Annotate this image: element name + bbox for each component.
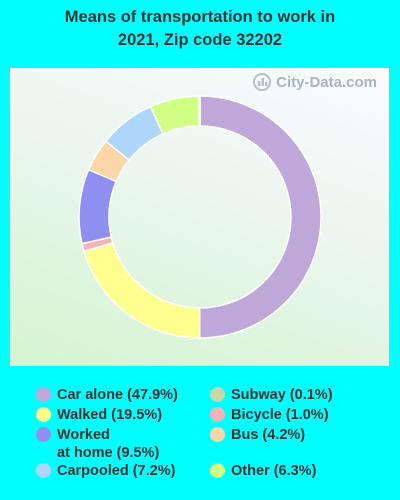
legend-item-carpooled: Carpooled (7.2%): [36, 462, 175, 480]
legend-swatch: [36, 407, 51, 422]
legend-item-walked: Walked (19.5%): [36, 406, 162, 424]
slice-worked-at-home: [78, 168, 118, 245]
legend-item-bicycle: Bicycle (1.0%): [210, 406, 329, 424]
chart-title: Means of transportation to work in 2021,…: [0, 6, 400, 52]
legend-item-car-alone: Car alone (47.9%): [36, 386, 178, 404]
legend-item-bus: Bus (4.2%): [210, 426, 305, 444]
title-line-2: 2021, Zip code 32202: [117, 31, 283, 49]
legend-label: Car alone (47.9%): [57, 387, 178, 403]
legend-label: Subway (0.1%): [231, 387, 333, 403]
slice-subway: [198, 95, 201, 127]
watermark-text: City-Data.com: [276, 73, 377, 91]
city-data-logo-icon: [253, 73, 272, 91]
title-line-1: Means of transportation to work in: [64, 8, 336, 26]
legend-swatch: [210, 463, 225, 478]
legend-label: Bus (4.2%): [231, 427, 306, 443]
legend-item-worked-at-home: Worked at home (9.5%): [36, 426, 159, 462]
legend-swatch: [210, 387, 225, 402]
legend-swatch: [210, 407, 225, 422]
legend-swatch: [210, 427, 225, 442]
legend-swatch: [36, 427, 51, 442]
legend-label: Bicycle (1.0%): [231, 407, 329, 423]
legend-label: Walked (19.5%): [57, 407, 163, 423]
legend-swatch: [36, 387, 51, 402]
plot-area: City-Data.com: [10, 68, 389, 366]
legend-label: Worked at home (9.5%): [57, 427, 160, 461]
slice-car-alone: [198, 95, 322, 339]
slice-walked: [83, 241, 201, 339]
legend-item-other: Other (6.3%): [210, 462, 316, 480]
legend: Car alone (47.9%) Walked (19.5%) Worked at…: [0, 380, 400, 495]
legend-item-subway: Subway (0.1%): [210, 386, 333, 404]
legend-label: Carpooled (7.2%): [57, 463, 176, 479]
watermark: City-Data.com: [253, 73, 377, 91]
donut-chart: [78, 95, 322, 339]
legend-label: Other (6.3%): [231, 463, 317, 479]
legend-swatch: [36, 463, 51, 478]
